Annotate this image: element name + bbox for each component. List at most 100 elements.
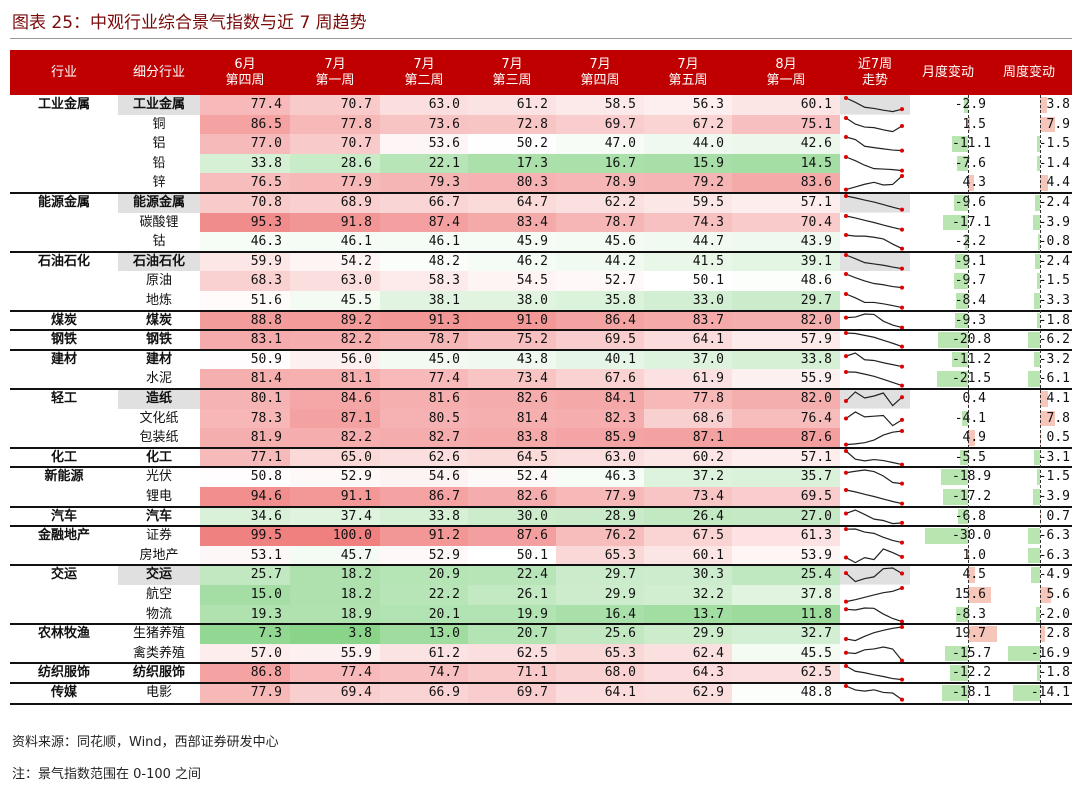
footer-notes: 资料来源：同花顺，Wind，西部证券研发中心 注：景气指数范围在 0-100 之…: [12, 727, 279, 791]
table-row: 禽类养殖 57.0 55.9 61.2 62.5 65.3 62.4 45.5 -15.7 -16…: [10, 643, 1072, 664]
trend-sparkline: [844, 429, 904, 447]
index-value-cell: 17.3: [468, 153, 556, 174]
index-value-cell: 74.3: [644, 212, 732, 233]
weekly-change-bar: [1013, 685, 1040, 701]
index-value-cell: 81.4: [200, 369, 290, 389]
table-row: 铝 77.0 70.7 53.6 50.2 47.0 44.0 42.6 -11.1 -1.5: [10, 134, 1072, 154]
index-value-cell: 77.9: [290, 173, 380, 193]
index-value-cell: 87.1: [290, 408, 380, 429]
index-value-cell: 45.6: [556, 232, 644, 252]
index-value-cell: 59.5: [644, 193, 732, 213]
weekly-change-bar: [1028, 547, 1040, 564]
index-value-cell: 40.1: [556, 349, 644, 370]
weekly-change-value: -1.8: [1038, 312, 1070, 328]
index-value-cell: 41.5: [644, 251, 732, 272]
sparkline-line: [845, 391, 903, 407]
index-value-cell: 29.9: [644, 624, 732, 644]
index-value-cell: 63.0: [556, 447, 644, 468]
sub-industry-cell: 能源金属: [118, 193, 200, 213]
index-value-cell: 77.1: [200, 447, 290, 468]
index-value-cell: 45.9: [468, 232, 556, 252]
table-row: 交运 交运 25.7 18.2 20.9 22.4 29.7 30.3 25.4 4.5 -4.9: [10, 565, 1072, 585]
table-row: 包装纸 81.9 82.2 82.7 83.8 85.9 87.1 87.6 4.9 0.5: [10, 428, 1072, 448]
index-value-cell: 34.6: [200, 506, 290, 527]
index-value-cell: 45.0: [380, 349, 468, 370]
sparkline-endpoint: [900, 344, 904, 349]
sparkline-endpoint: [900, 148, 904, 153]
index-value-cell: 58.3: [380, 271, 468, 291]
sparkline-endpoint: [844, 252, 848, 257]
index-value-cell: 69.7: [468, 683, 556, 703]
index-value-cell: 46.1: [380, 232, 468, 252]
industry-cell: 轻工: [50, 391, 77, 406]
index-value-cell: 91.8: [290, 212, 380, 233]
header-week-month: 7月: [677, 56, 699, 72]
sparkline-line: [845, 430, 903, 446]
monthly-change-value: -7.6: [954, 155, 986, 171]
index-value-cell: 26.1: [468, 585, 556, 605]
index-value-cell: 68.9: [290, 193, 380, 213]
header-week-label: 第一周: [766, 72, 806, 88]
table-row: 工业金属 工业金属 77.4 70.7 63.0 61.2 58.5 56.3 60.1 -2.9…: [10, 95, 1072, 115]
index-value-cell: 45.7: [290, 545, 380, 566]
index-value-cell: 68.6: [644, 408, 732, 429]
weekly-change-bar: [1030, 567, 1040, 583]
monthly-change-value: 4.3: [962, 175, 986, 191]
group-separator: [10, 662, 1072, 665]
sparkline-endpoint: [844, 442, 848, 447]
index-value-cell: 53.9: [732, 545, 840, 566]
index-value-cell: 82.6: [468, 389, 556, 409]
weekly-change-value: 5.6: [1046, 587, 1070, 602]
monthly-change-value: -9.7: [954, 273, 986, 289]
sparkline-endpoint: [844, 527, 848, 532]
sparkline-endpoint: [900, 107, 904, 112]
index-value-cell: 3.8: [290, 624, 380, 644]
index-value-cell: 30.0: [468, 506, 556, 527]
index-value-cell: 50.8: [200, 467, 290, 487]
index-value-cell: 64.3: [644, 663, 732, 683]
sparkline-endpoint: [844, 399, 848, 403]
sparkline-line: [845, 117, 903, 132]
monthly-change-bar: [956, 155, 968, 172]
weekly-change-bar: [1037, 469, 1040, 485]
header-week-label: 第五周: [668, 72, 708, 88]
weekly-change-bar: [1036, 665, 1040, 681]
weekly-change-value: -3.9: [1038, 489, 1070, 504]
index-value-cell: 83.7: [644, 310, 732, 331]
weekly-change-bar: [1032, 489, 1040, 505]
sparkline-endpoint: [900, 658, 904, 663]
index-value-cell: 70.4: [732, 212, 840, 233]
header-week-label: 第四周: [225, 72, 265, 88]
weekly-change-value: -14.1: [1030, 685, 1070, 700]
index-value-cell: 52.7: [556, 271, 644, 291]
sparkline-endpoint: [900, 520, 904, 525]
sparkline-endpoint: [900, 227, 904, 232]
index-value-cell: 83.4: [468, 212, 556, 233]
monthly-change-value: 4.5: [962, 567, 986, 583]
sparkline-line: [845, 606, 903, 622]
sparkline-line: [845, 528, 903, 544]
index-value-cell: 35.7: [732, 467, 840, 487]
table-bottom-rule: [10, 702, 1072, 705]
sparkline-line: [845, 352, 903, 367]
group-separator: [10, 348, 1072, 351]
sparkline-line: [845, 97, 903, 113]
sparkline-endpoint: [900, 246, 904, 251]
weekly-change-bar: [1033, 293, 1040, 309]
sub-industry-cell: 造纸: [118, 389, 200, 409]
weekly-change-value: 7.9: [1046, 116, 1070, 132]
industry-cell: [10, 213, 118, 233]
trend-sparkline: [840, 251, 910, 272]
weekly-change-bar: [1032, 214, 1040, 231]
trend-sparkline: [844, 606, 904, 624]
monthly-change-value: -30.0: [952, 528, 992, 544]
industry-cell: 化工: [50, 449, 77, 465]
index-value-cell: 70.8: [200, 193, 290, 213]
industry-cell: [10, 173, 118, 193]
group-separator: [10, 682, 1072, 684]
sub-industry-cell: 铜: [152, 116, 166, 132]
header-week-month: 8月: [775, 56, 797, 72]
header-weekly-change: 周度变动: [1002, 64, 1055, 80]
group-separator: [10, 623, 1072, 626]
weekly-change-bar: [1036, 606, 1040, 623]
